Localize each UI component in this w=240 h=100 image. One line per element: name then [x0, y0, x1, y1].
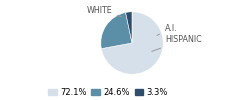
Wedge shape [101, 12, 163, 74]
Text: HISPANIC: HISPANIC [152, 35, 202, 51]
Text: WHITE: WHITE [86, 6, 121, 17]
Wedge shape [101, 12, 132, 49]
Wedge shape [126, 12, 132, 43]
Text: A.I.: A.I. [157, 24, 177, 36]
Legend: 72.1%, 24.6%, 3.3%: 72.1%, 24.6%, 3.3% [48, 88, 168, 97]
